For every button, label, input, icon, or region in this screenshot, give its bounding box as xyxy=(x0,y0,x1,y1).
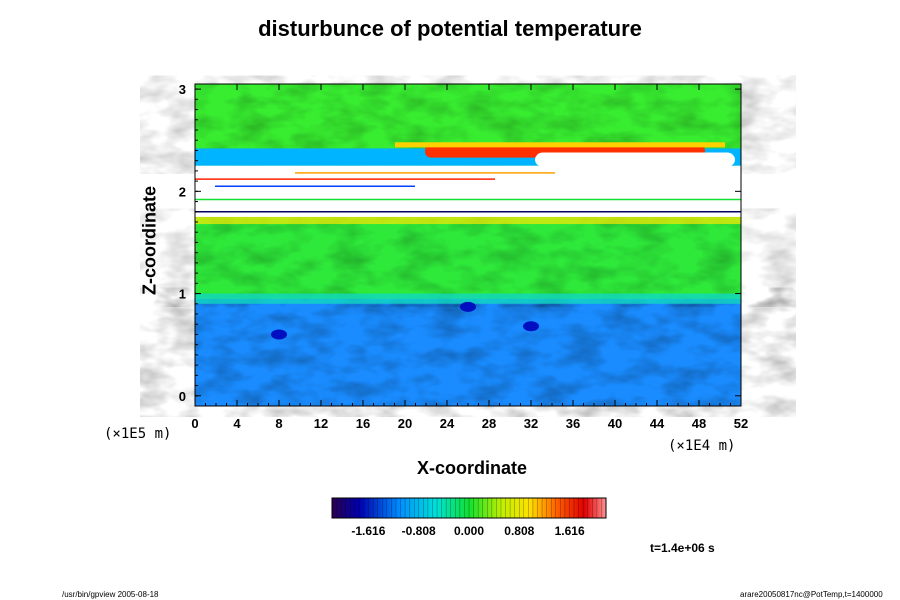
x-tick-label-0: 0 xyxy=(191,416,198,431)
footer-left-note: /usr/bin/gpview 2005-08-18 xyxy=(62,590,159,599)
x-tick-label-8: 32 xyxy=(524,416,538,431)
colorbar: -1.616 -0.808 0.000 0.808 1.616 xyxy=(331,497,607,538)
lower-layer-texture xyxy=(195,298,741,406)
white-band-bulge xyxy=(535,152,735,167)
time-label: t=1.4e+06 s xyxy=(650,541,715,555)
x-tick-label-10: 40 xyxy=(608,416,622,431)
white-band xyxy=(195,165,741,217)
transition-band xyxy=(195,293,741,304)
x-unit-label: (×1E4 m) xyxy=(668,438,736,454)
colorbar-tick-label-4: 1.616 xyxy=(555,524,585,538)
x-tick-label-13: 52 xyxy=(734,416,748,431)
x-tick-label-11: 44 xyxy=(650,416,665,431)
x-tick-label-4: 16 xyxy=(356,416,370,431)
colorbar-tick-label-3: 0.808 xyxy=(504,524,534,538)
vortex-2 xyxy=(271,329,287,340)
y-tick-label-2: 2 xyxy=(179,184,186,199)
x-axis-label: X-coordinate xyxy=(416,458,527,478)
x-tick-label-6: 24 xyxy=(440,416,455,431)
x-tick-label-3: 12 xyxy=(314,416,328,431)
vortex-1 xyxy=(523,321,539,332)
y-unit-label: (×1E5 m) xyxy=(104,426,172,442)
lower-band-edge xyxy=(195,213,741,225)
colorbar-tick-label-0: -1.616 xyxy=(351,524,385,538)
x-tick-label-7: 28 xyxy=(482,416,496,431)
x-tick-label-1: 4 xyxy=(233,416,241,431)
x-tick-label-2: 8 xyxy=(275,416,282,431)
y-tick-label-1: 1 xyxy=(179,287,186,302)
colorbar-tick-label-1: -0.808 xyxy=(402,524,436,538)
heatmap-field xyxy=(195,84,741,406)
upper-band-edge-yellow xyxy=(395,142,725,148)
chart-title: disturbunce of potential temperature xyxy=(258,16,642,41)
y-tick-label-0: 0 xyxy=(179,389,186,404)
middle-layer-texture xyxy=(195,216,741,299)
x-tick-label-12: 48 xyxy=(692,416,706,431)
x-tick-label-9: 36 xyxy=(566,416,580,431)
colorbar-tick-label-2: 0.000 xyxy=(454,524,484,538)
y-axis-label: Z-coordinate xyxy=(139,186,160,296)
x-tick-label-5: 20 xyxy=(398,416,412,431)
y-tick-label-3: 3 xyxy=(179,82,186,97)
vortex-0 xyxy=(460,301,476,312)
footer-right-note: arare20050817nc@PotTemp,t=1400000 xyxy=(740,590,883,599)
